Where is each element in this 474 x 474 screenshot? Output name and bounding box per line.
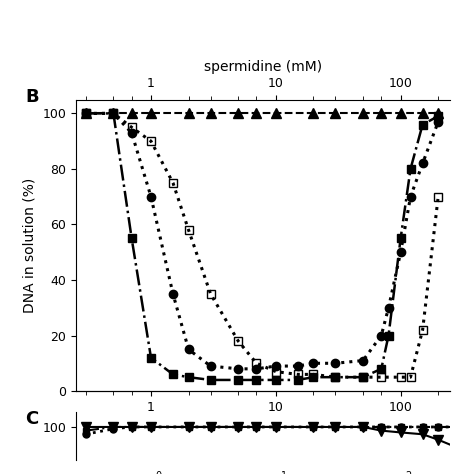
Text: C: C [25,410,38,428]
Text: B: B [25,88,39,106]
Y-axis label: DNA in solution (%): DNA in solution (%) [23,178,36,313]
X-axis label: spermine (mM): spermine (mM) [210,419,316,433]
X-axis label: spermidine (mM): spermidine (mM) [204,60,322,74]
